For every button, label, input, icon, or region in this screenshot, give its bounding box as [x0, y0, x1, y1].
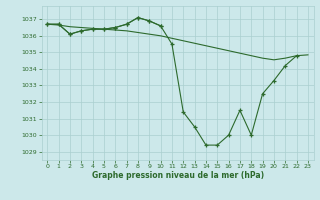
X-axis label: Graphe pression niveau de la mer (hPa): Graphe pression niveau de la mer (hPa) [92, 171, 264, 180]
